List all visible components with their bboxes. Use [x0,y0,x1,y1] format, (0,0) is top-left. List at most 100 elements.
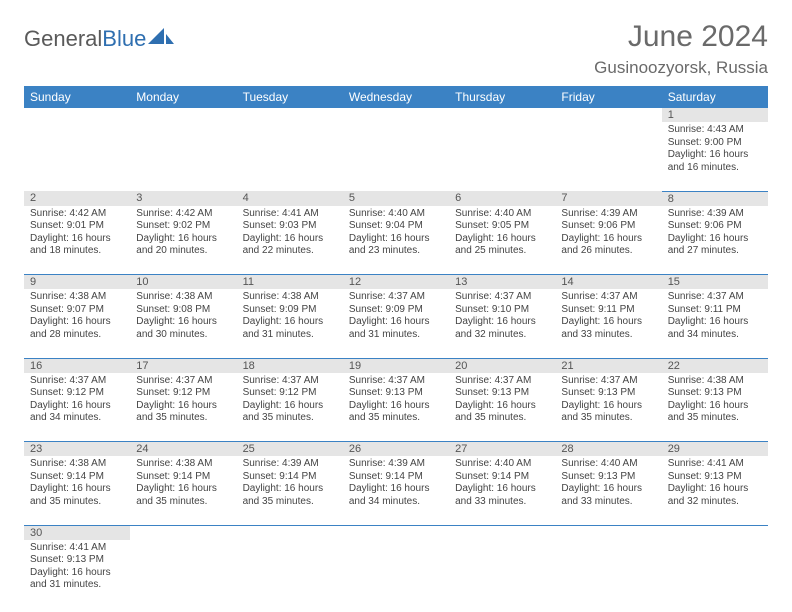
day-cell [237,122,343,191]
day-number-cell [130,108,236,122]
daynum-row: 23242526272829 [24,442,768,457]
sunset-line: Sunset: 9:13 PM [349,387,443,400]
logo: GeneralBlue [24,26,174,52]
daylight-line: Daylight: 16 hours and 32 minutes. [455,316,549,341]
sunrise-line: Sunrise: 4:38 AM [136,291,230,304]
sunrise-line: Sunrise: 4:37 AM [349,291,443,304]
day-cell [237,540,343,609]
daylight-line: Daylight: 16 hours and 31 minutes. [30,567,124,592]
daylight-line: Daylight: 16 hours and 25 minutes. [455,233,549,258]
daylight-line: Daylight: 16 hours and 32 minutes. [668,483,762,508]
daylight-line: Daylight: 16 hours and 18 minutes. [30,233,124,258]
logo-general: General [24,26,102,51]
day-cell: Sunrise: 4:41 AMSunset: 9:03 PMDaylight:… [237,206,343,275]
daylight-line: Daylight: 16 hours and 35 minutes. [30,483,124,508]
day-header: Monday [130,86,236,108]
sunset-line: Sunset: 9:07 PM [30,304,124,317]
daylight-line: Daylight: 16 hours and 20 minutes. [136,233,230,258]
day-cell [343,122,449,191]
daylight-line: Daylight: 16 hours and 26 minutes. [561,233,655,258]
day-cell [449,540,555,609]
day-number-cell: 21 [555,358,661,373]
day-number-cell [24,108,130,122]
daylight-line: Daylight: 16 hours and 35 minutes. [243,483,337,508]
day-number-cell: 16 [24,358,130,373]
day-number-cell [449,525,555,540]
sunset-line: Sunset: 9:11 PM [561,304,655,317]
day-cell: Sunrise: 4:39 AMSunset: 9:14 PMDaylight:… [343,456,449,525]
sunrise-line: Sunrise: 4:43 AM [668,124,762,137]
day-cell: Sunrise: 4:41 AMSunset: 9:13 PMDaylight:… [662,456,768,525]
sunset-line: Sunset: 9:04 PM [349,220,443,233]
day-number-cell [237,525,343,540]
sunrise-line: Sunrise: 4:37 AM [668,291,762,304]
daylight-line: Daylight: 16 hours and 33 minutes. [561,483,655,508]
day-header: Thursday [449,86,555,108]
logo-sail-icon [148,26,174,46]
week-row: Sunrise: 4:42 AMSunset: 9:01 PMDaylight:… [24,206,768,275]
day-number-cell: 4 [237,191,343,206]
day-cell [555,122,661,191]
day-cell: Sunrise: 4:37 AMSunset: 9:13 PMDaylight:… [555,373,661,442]
day-cell: Sunrise: 4:37 AMSunset: 9:10 PMDaylight:… [449,289,555,358]
day-cell: Sunrise: 4:38 AMSunset: 9:13 PMDaylight:… [662,373,768,442]
daylight-line: Daylight: 16 hours and 22 minutes. [243,233,337,258]
logo-text: GeneralBlue [24,26,146,52]
daynum-row: 16171819202122 [24,358,768,373]
daylight-line: Daylight: 16 hours and 23 minutes. [349,233,443,258]
sunrise-line: Sunrise: 4:41 AM [243,208,337,221]
day-number-cell [449,108,555,122]
day-number-cell: 2 [24,191,130,206]
daylight-line: Daylight: 16 hours and 35 minutes. [243,400,337,425]
sunset-line: Sunset: 9:03 PM [243,220,337,233]
daylight-line: Daylight: 16 hours and 27 minutes. [668,233,762,258]
sunrise-line: Sunrise: 4:39 AM [668,208,762,221]
day-number-cell: 10 [130,275,236,290]
day-number-cell: 27 [449,442,555,457]
day-cell: Sunrise: 4:38 AMSunset: 9:08 PMDaylight:… [130,289,236,358]
sunset-line: Sunset: 9:14 PM [136,471,230,484]
day-cell: Sunrise: 4:41 AMSunset: 9:13 PMDaylight:… [24,540,130,609]
sunrise-line: Sunrise: 4:38 AM [136,458,230,471]
daylight-line: Daylight: 16 hours and 31 minutes. [349,316,443,341]
day-cell [130,540,236,609]
day-cell: Sunrise: 4:40 AMSunset: 9:14 PMDaylight:… [449,456,555,525]
day-cell: Sunrise: 4:38 AMSunset: 9:09 PMDaylight:… [237,289,343,358]
sunrise-line: Sunrise: 4:37 AM [561,375,655,388]
sunrise-line: Sunrise: 4:40 AM [455,208,549,221]
calendar-table: SundayMondayTuesdayWednesdayThursdayFrid… [24,86,768,609]
daylight-line: Daylight: 16 hours and 34 minutes. [30,400,124,425]
day-number-cell: 12 [343,275,449,290]
daylight-line: Daylight: 16 hours and 34 minutes. [668,316,762,341]
day-header: Sunday [24,86,130,108]
daylight-line: Daylight: 16 hours and 16 minutes. [668,149,762,174]
daylight-line: Daylight: 16 hours and 30 minutes. [136,316,230,341]
sunset-line: Sunset: 9:14 PM [349,471,443,484]
day-cell: Sunrise: 4:38 AMSunset: 9:14 PMDaylight:… [24,456,130,525]
sunset-line: Sunset: 9:09 PM [243,304,337,317]
day-cell: Sunrise: 4:40 AMSunset: 9:05 PMDaylight:… [449,206,555,275]
day-number-cell: 19 [343,358,449,373]
day-number-cell: 15 [662,275,768,290]
daylight-line: Daylight: 16 hours and 31 minutes. [243,316,337,341]
day-cell [130,122,236,191]
sunrise-line: Sunrise: 4:37 AM [455,291,549,304]
day-cell: Sunrise: 4:37 AMSunset: 9:12 PMDaylight:… [237,373,343,442]
sunrise-line: Sunrise: 4:38 AM [243,291,337,304]
sunset-line: Sunset: 9:12 PM [243,387,337,400]
sunset-line: Sunset: 9:02 PM [136,220,230,233]
sunset-line: Sunset: 9:01 PM [30,220,124,233]
daylight-line: Daylight: 16 hours and 35 minutes. [455,400,549,425]
day-number-cell: 22 [662,358,768,373]
sunrise-line: Sunrise: 4:39 AM [349,458,443,471]
day-number-cell: 26 [343,442,449,457]
calendar-body: 1Sunrise: 4:43 AMSunset: 9:00 PMDaylight… [24,108,768,609]
week-row: Sunrise: 4:38 AMSunset: 9:14 PMDaylight:… [24,456,768,525]
day-number-cell [343,525,449,540]
day-number-cell [662,525,768,540]
sunset-line: Sunset: 9:09 PM [349,304,443,317]
sunset-line: Sunset: 9:06 PM [668,220,762,233]
day-number-cell [555,525,661,540]
daylight-line: Daylight: 16 hours and 33 minutes. [561,316,655,341]
sunset-line: Sunset: 9:05 PM [455,220,549,233]
